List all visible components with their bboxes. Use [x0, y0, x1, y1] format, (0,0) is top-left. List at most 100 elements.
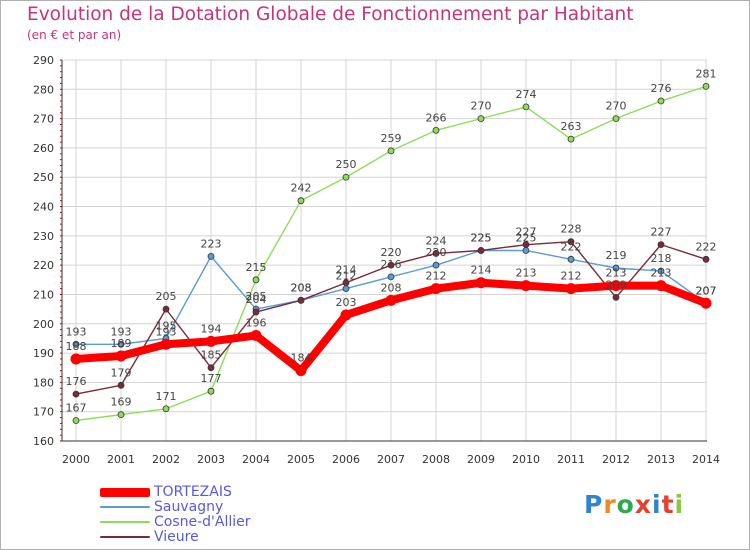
data-point — [207, 387, 215, 395]
chart-title: Evolution de la Dotation Globale de Fonc… — [27, 4, 634, 25]
x-tick-label: 2014 — [692, 453, 720, 466]
data-label: 214 — [336, 264, 357, 277]
data-label: 167 — [66, 401, 87, 414]
data-point — [342, 279, 350, 287]
data-point — [162, 305, 170, 313]
x-tick-label: 2004 — [242, 453, 270, 466]
data-label: 193 — [66, 325, 87, 338]
data-label: 179 — [111, 366, 132, 379]
data-point — [657, 267, 665, 275]
data-label: 208 — [291, 281, 312, 294]
data-point — [205, 335, 217, 347]
data-label: 225 — [471, 232, 492, 245]
data-label: 196 — [246, 316, 267, 329]
data-label: 194 — [201, 322, 222, 335]
data-label: 259 — [381, 132, 402, 145]
data-point — [160, 338, 172, 350]
data-label: 270 — [606, 100, 627, 113]
y-tick-label: 230 — [33, 230, 54, 243]
data-label: 242 — [291, 182, 312, 195]
data-label: 208 — [291, 281, 312, 294]
data-label: 208 — [381, 281, 402, 294]
data-point — [297, 296, 305, 304]
y-tick-label: 290 — [33, 54, 54, 67]
data-label: 270 — [471, 100, 492, 113]
data-label: 189 — [111, 337, 132, 350]
data-point — [612, 115, 620, 123]
series-lines — [70, 82, 712, 424]
data-label: 225 — [471, 232, 492, 245]
data-point — [72, 340, 80, 348]
data-label: 225 — [516, 232, 537, 245]
data-point — [612, 264, 620, 272]
legend-label: Sauvagny — [154, 499, 224, 515]
data-label: 193 — [156, 325, 177, 338]
x-tick-label: 2007 — [377, 453, 405, 466]
legend-label: Cosne-d'Allier — [154, 514, 251, 530]
data-point — [72, 390, 80, 398]
data-point — [522, 247, 530, 254]
data-point — [117, 340, 125, 348]
x-tick-label: 2011 — [557, 453, 585, 466]
chart-subtitle: (en € et par an) — [27, 28, 122, 42]
logo-letter: x — [634, 490, 652, 519]
data-label: 223 — [201, 237, 222, 250]
data-point — [432, 126, 440, 134]
data-label: 207 — [696, 284, 717, 297]
data-label: 222 — [696, 240, 717, 253]
y-tick-label: 250 — [33, 171, 54, 184]
x-tick-label: 2006 — [332, 453, 360, 466]
data-point — [387, 261, 395, 269]
data-point — [117, 411, 125, 419]
y-tick-label: 280 — [33, 83, 54, 96]
data-label: 213 — [516, 267, 537, 280]
x-tick-label: 2012 — [602, 453, 630, 466]
data-point — [162, 405, 170, 413]
data-point — [477, 115, 485, 123]
data-label: 213 — [651, 267, 672, 280]
data-label: 184 — [291, 352, 312, 365]
data-point — [702, 82, 710, 90]
data-point — [385, 294, 397, 306]
data-point — [115, 350, 127, 362]
data-label: 263 — [561, 120, 582, 133]
data-label: 205 — [156, 290, 177, 303]
x-tick-label: 2005 — [287, 453, 315, 466]
y-tick-label: 160 — [33, 435, 54, 448]
data-label: 222 — [561, 240, 582, 253]
data-label: 228 — [561, 223, 582, 236]
data-point — [297, 197, 305, 205]
x-tick-label: 2008 — [422, 453, 450, 466]
legend-item: Vieure — [100, 529, 199, 545]
y-tick-label: 170 — [33, 406, 54, 419]
data-label: 220 — [381, 246, 402, 259]
data-point — [657, 97, 665, 105]
data-label: 213 — [606, 267, 627, 280]
x-tick-label: 2003 — [197, 453, 225, 466]
y-tick-label: 210 — [33, 288, 54, 301]
legend-swatch — [100, 521, 150, 523]
y-tick-label: 190 — [33, 347, 54, 360]
legend-swatch — [100, 536, 150, 538]
logo-letter: i — [674, 490, 685, 519]
data-label: 212 — [561, 270, 582, 283]
data-point — [522, 241, 530, 249]
data-point — [340, 309, 352, 321]
data-label: 177 — [201, 372, 222, 385]
data-point — [657, 241, 665, 249]
data-point — [475, 277, 487, 289]
data-label: 171 — [156, 390, 177, 403]
data-label: 204 — [246, 293, 267, 306]
data-label: 214 — [471, 264, 492, 277]
data-label: 212 — [426, 270, 447, 283]
data-point — [252, 308, 260, 316]
legend-item: TORTEZAIS — [100, 484, 232, 500]
data-label: 195 — [156, 319, 177, 332]
data-point — [250, 329, 262, 341]
data-point — [567, 135, 575, 143]
data-point — [342, 173, 350, 181]
data-label: 212 — [336, 270, 357, 283]
data-point — [430, 283, 442, 295]
